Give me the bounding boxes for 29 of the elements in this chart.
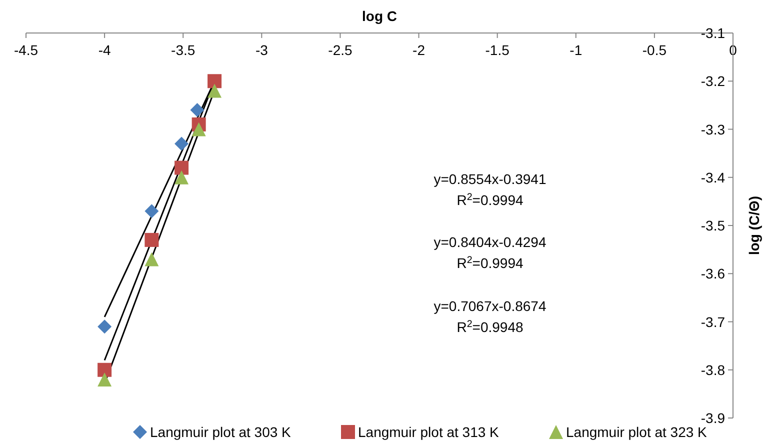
x-tick-label: -4.5: [14, 42, 38, 58]
legend-label: Langmuir plot at 323 K: [566, 424, 708, 440]
x-tick-label: -4: [98, 42, 111, 58]
x-tick-label: -1: [570, 42, 582, 58]
y-tick-label: -3.5: [700, 218, 726, 234]
legend-label: Langmuir plot at 303 K: [150, 424, 292, 440]
annotation: y=0.8554x-0.3941: [434, 171, 546, 187]
x-tick-label: -0.5: [642, 42, 667, 58]
y-tick-label: -3.3: [700, 121, 726, 138]
y-tick-label: -3.7: [700, 314, 726, 330]
x-tick-label: -2: [412, 42, 426, 58]
y-axis-title: log (C/Θ): [746, 196, 762, 256]
y-tick-label: -3.6: [700, 266, 726, 282]
x-tick-label: -3.5: [171, 42, 196, 58]
legend-label: Langmuir plot at 313 K: [358, 424, 500, 440]
y-tick-label: -3.9: [700, 410, 726, 426]
annotation: R$^{2}$=0.9948: [456, 318, 524, 335]
annotation: R$^{2}$=0.9994: [456, 254, 524, 271]
y-tick-label: -3.2: [700, 73, 726, 90]
y-tick-label: -3.4: [700, 169, 726, 186]
annotation: y=0.7067x-0.8674: [434, 298, 546, 314]
x-tick-label: -3: [255, 42, 268, 58]
annotation: R$^{2}$=0.9994: [456, 192, 524, 208]
y-tick-label: -3.1: [700, 25, 726, 41]
x-tick-label: -1.5: [485, 42, 510, 58]
x-tick-label: -2.5: [328, 42, 352, 58]
y-tick-label: -3.8: [700, 362, 726, 378]
annotation: y=0.8404x-0.4294: [434, 234, 546, 250]
x-axis-title: log C: [362, 8, 397, 24]
